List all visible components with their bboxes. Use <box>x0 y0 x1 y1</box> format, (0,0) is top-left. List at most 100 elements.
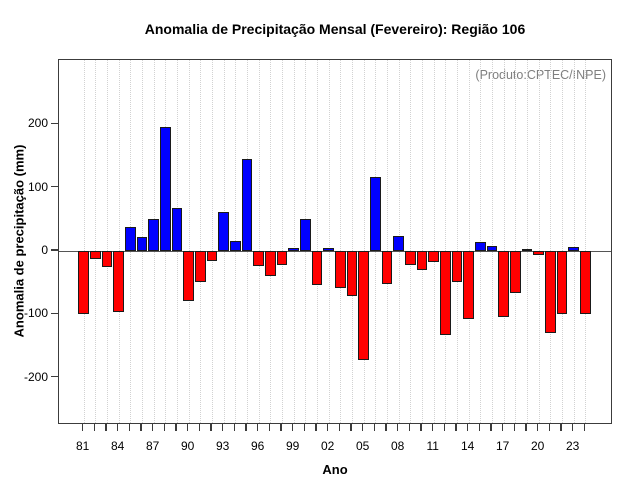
bar-2017 <box>498 251 509 317</box>
x-tick-1999 <box>291 424 294 431</box>
bar-1997 <box>265 251 276 276</box>
gridline-2024 <box>585 60 587 423</box>
x-tick-label-05: 05 <box>355 439 370 453</box>
y-tick--100 <box>51 312 58 315</box>
x-tick-label-99: 99 <box>286 439 300 453</box>
gridline-2023 <box>573 60 575 423</box>
bar-2006 <box>370 176 381 251</box>
bar-2001 <box>311 251 323 286</box>
x-tick-1984 <box>116 424 119 431</box>
gridline-1996 <box>258 60 260 423</box>
bar-2010 <box>416 251 428 270</box>
gridline-2003 <box>340 60 342 423</box>
x-tick-2021 <box>548 424 551 431</box>
x-tick-label-84: 84 <box>111 439 125 453</box>
x-tick-1988 <box>163 424 166 431</box>
gridline-2005 <box>363 60 365 423</box>
gridline-2012 <box>445 60 447 423</box>
bar-2011 <box>428 251 439 262</box>
gridline-2020 <box>538 60 540 423</box>
x-tick-1991 <box>198 424 201 431</box>
y-tick-label--100: -100 <box>23 306 48 321</box>
y-tick-label-200: 200 <box>27 116 48 131</box>
x-tick-2018 <box>513 424 516 431</box>
gridline-2001 <box>317 60 319 423</box>
x-tick-1994 <box>233 424 236 431</box>
x-tick-2003 <box>338 424 341 431</box>
y-tick-0 <box>51 249 58 251</box>
bar-2012 <box>440 251 451 336</box>
x-tick-1981 <box>81 424 84 431</box>
x-tick-2001 <box>315 424 317 431</box>
x-tick-2011 <box>431 424 434 431</box>
gridline-2015 <box>480 60 482 423</box>
gridline-2010 <box>422 60 423 423</box>
bar-1996 <box>253 251 264 266</box>
y-tick-label-100: 100 <box>27 179 48 194</box>
x-tick-2014 <box>466 424 469 431</box>
x-tick-2007 <box>385 424 387 431</box>
x-tick-label-20: 20 <box>530 439 545 453</box>
x-tick-2006 <box>373 424 376 431</box>
bar-1982 <box>90 251 101 260</box>
x-tick-label-23: 23 <box>565 439 580 453</box>
bar-2008 <box>393 235 404 251</box>
bar-2016 <box>486 245 498 251</box>
x-tick-2019 <box>525 424 527 431</box>
gridline-1999 <box>293 60 295 423</box>
x-tick-label-90: 90 <box>181 439 195 453</box>
bar-2005 <box>358 251 369 360</box>
x-tick-2017 <box>501 424 504 431</box>
bar-2020 <box>533 251 544 255</box>
x-tick-1998 <box>280 424 282 431</box>
x-tick-2002 <box>326 424 329 431</box>
y-tick-label-0: 0 <box>41 243 48 257</box>
bar-2004 <box>346 251 358 296</box>
x-tick-1995 <box>245 424 247 431</box>
x-tick-label-11: 11 <box>426 439 439 453</box>
x-tick-1992 <box>210 424 212 431</box>
x-tick-1990 <box>186 424 189 431</box>
y-tick-label--200: -200 <box>23 369 48 384</box>
bar-1981 <box>78 251 89 315</box>
bar-2023 <box>568 246 579 251</box>
bar-1993 <box>218 211 229 251</box>
gridline-2022 <box>562 60 563 423</box>
gridline-2004 <box>352 60 354 423</box>
chart-title: Anomalia de Precipitação Mensal (Feverei… <box>144 21 526 37</box>
x-tick-2016 <box>490 424 492 431</box>
x-tick-label-87: 87 <box>146 439 160 453</box>
gridline-2002 <box>328 60 330 423</box>
bar-2014 <box>463 251 474 319</box>
bar-1989 <box>171 207 183 251</box>
bar-2022 <box>556 251 568 315</box>
gridline-2018 <box>515 60 517 423</box>
bar-2013 <box>451 251 463 283</box>
bar-1985 <box>125 226 136 251</box>
bar-2002 <box>323 247 334 251</box>
x-tick-label-93: 93 <box>216 439 230 453</box>
x-tick-2005 <box>361 424 364 431</box>
gridline-1982 <box>95 60 97 423</box>
x-tick-label-81: 81 <box>76 439 90 453</box>
x-tick-1989 <box>175 424 177 431</box>
x-tick-1986 <box>140 424 142 431</box>
bar-1983 <box>101 251 113 267</box>
gridline-1981 <box>83 60 85 423</box>
bar-1999 <box>288 247 299 251</box>
bar-1988 <box>160 126 171 251</box>
x-tick-2012 <box>443 424 446 431</box>
gridline-2016 <box>492 60 493 423</box>
bar-2019 <box>521 249 533 252</box>
gridline-1992 <box>212 60 214 423</box>
bar-1987 <box>148 219 159 251</box>
y-tick--200 <box>51 375 58 378</box>
bar-2015 <box>475 242 486 251</box>
gridline-2013 <box>457 60 458 423</box>
x-tick-2023 <box>571 424 574 431</box>
zero-line <box>59 250 611 252</box>
gridline-1998 <box>282 60 284 423</box>
bar-2021 <box>545 251 556 333</box>
bar-2000 <box>300 218 311 251</box>
gridline-1984 <box>118 60 120 423</box>
